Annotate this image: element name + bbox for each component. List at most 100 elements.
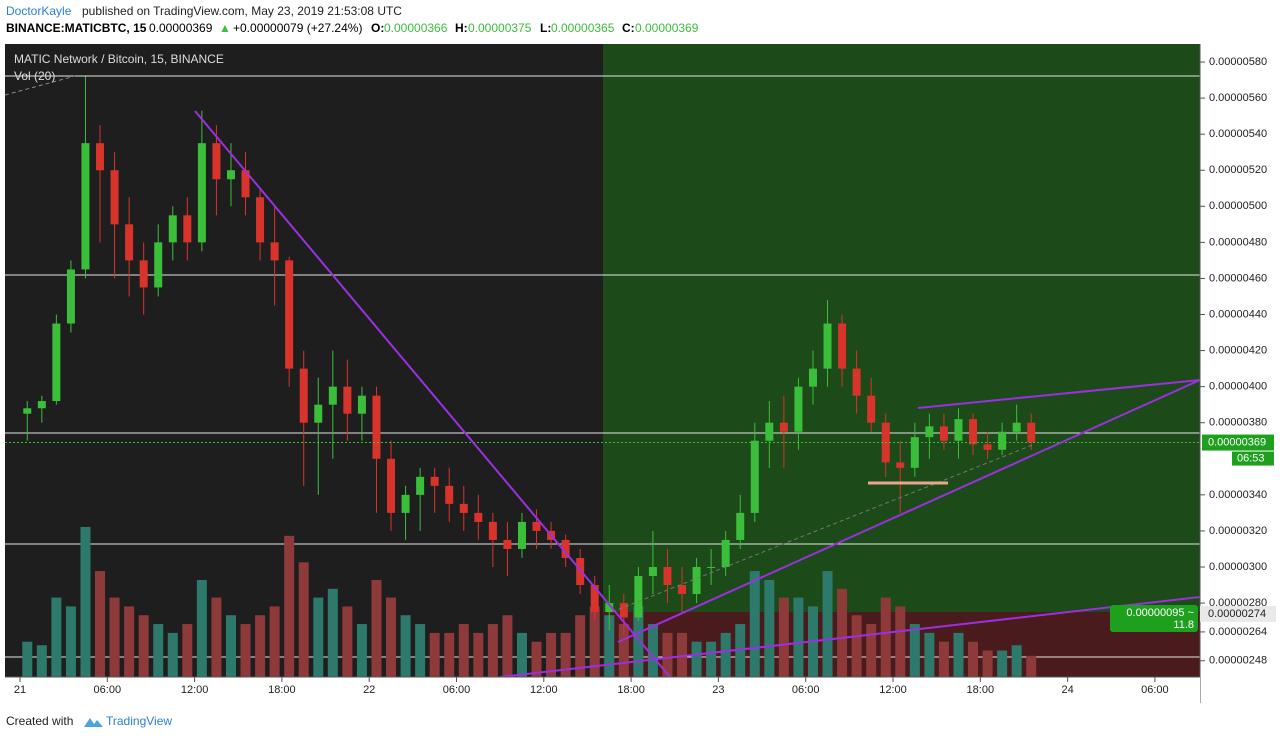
x-tick-label: 06:00 xyxy=(94,684,122,696)
volume-bar xyxy=(764,579,775,677)
target-box xyxy=(1200,605,1276,622)
candle-body xyxy=(66,269,75,324)
candle-body xyxy=(532,521,541,531)
volume-bar xyxy=(65,606,76,677)
volume-bar xyxy=(255,615,266,677)
trendline xyxy=(917,379,1201,409)
candle-body xyxy=(721,539,730,567)
volume-bar xyxy=(502,615,513,677)
y-tick-label: 0.00000248 xyxy=(1209,655,1267,667)
symbol-info: BINANCE:MATICBTC, 15 0.00000369 ▲ +0.000… xyxy=(6,21,699,35)
y-tick-label: 0.00000380 xyxy=(1209,417,1267,429)
volume-bar xyxy=(866,624,877,677)
volume-bar xyxy=(1026,655,1037,677)
x-tick-label: 06:00 xyxy=(1141,684,1169,696)
candle-body xyxy=(241,170,250,198)
target-zone xyxy=(603,44,1200,612)
candle-body xyxy=(765,422,774,441)
volume xyxy=(22,527,1037,677)
y-tick-label: 0.00000520 xyxy=(1209,164,1267,176)
x-tick-label: 22 xyxy=(363,684,375,696)
volume-bar xyxy=(924,632,935,677)
candle-body xyxy=(867,395,876,423)
candle-body xyxy=(139,260,148,288)
volume-bar xyxy=(225,615,236,677)
volume-bar xyxy=(982,650,993,677)
brand[interactable]: TradingView xyxy=(106,714,172,728)
author[interactable]: DoctorKayle xyxy=(6,4,72,18)
target-label: 0.00000274 xyxy=(1208,608,1266,620)
candles xyxy=(23,76,1036,636)
volume-bar xyxy=(909,624,920,677)
candle-body xyxy=(110,170,119,225)
candle-body xyxy=(808,368,817,387)
candle-body xyxy=(372,395,381,459)
x-tick-label: 06:00 xyxy=(443,684,471,696)
candle-body xyxy=(474,512,483,522)
candle-body xyxy=(1012,422,1021,432)
x-tick-label: 06:00 xyxy=(792,684,820,696)
volume-bar xyxy=(997,650,1008,677)
volume-bar xyxy=(298,562,309,677)
candle-body xyxy=(387,458,396,513)
volume-bar xyxy=(138,615,149,677)
volume-bar xyxy=(516,632,527,677)
price-box xyxy=(1202,434,1274,451)
volume-bar xyxy=(618,624,629,677)
volume-bar xyxy=(793,597,804,677)
candle-body xyxy=(939,426,948,441)
dashed-line xyxy=(4,75,76,96)
candle-body xyxy=(81,143,90,270)
volume-bar xyxy=(95,571,106,677)
volume-bar xyxy=(167,632,178,677)
volume-label: Vol (20) xyxy=(14,69,55,83)
measure-label: 0.00000095 ~ xyxy=(1126,607,1194,619)
candle-body xyxy=(998,431,1007,450)
volume-bar xyxy=(269,606,280,677)
candle-body xyxy=(678,585,687,595)
volume-bar xyxy=(124,606,135,677)
arrow: ▲ xyxy=(219,21,231,35)
candle-body xyxy=(299,368,308,423)
x-tick-label: 18:00 xyxy=(268,684,296,696)
volume-bar xyxy=(196,579,207,677)
candle-body xyxy=(226,170,235,180)
volume-bar xyxy=(851,615,862,677)
h-label: H: xyxy=(455,21,468,35)
y-tick-label: 0.00000480 xyxy=(1209,236,1267,248)
candle-body xyxy=(852,368,861,396)
trendline xyxy=(617,379,1201,643)
volume-bar xyxy=(677,632,688,677)
chart-title: MATIC Network / Bitcoin, 15, BINANCE xyxy=(14,52,224,66)
candle-body xyxy=(212,143,221,180)
measure-bars: 11.8 xyxy=(1173,619,1194,631)
o: 0.00000366 xyxy=(384,21,448,35)
y-tick-label: 0.00000560 xyxy=(1209,92,1267,104)
volume-bar xyxy=(444,632,455,677)
candle-body xyxy=(357,395,366,414)
volume-bar xyxy=(211,597,222,677)
candle-body xyxy=(925,426,934,438)
volume-bar xyxy=(968,641,979,677)
volume-bar xyxy=(822,571,833,677)
volume-bar xyxy=(837,588,848,677)
axes: 0.00000580 0.00000560 0.00000540 0.00000520… xyxy=(14,56,1267,696)
l: 0.00000365 xyxy=(551,21,615,35)
volume-bar xyxy=(22,641,33,677)
candle-body xyxy=(52,323,61,402)
volume-bar xyxy=(604,615,615,677)
volume-bar xyxy=(953,632,964,677)
logo xyxy=(84,718,103,727)
volume-bar xyxy=(51,597,62,677)
volume-bar xyxy=(342,606,353,677)
trendline xyxy=(194,110,671,678)
volume-bar xyxy=(313,597,324,677)
volume-bar xyxy=(356,624,367,677)
candle-body xyxy=(256,197,265,243)
volume-bar xyxy=(633,606,644,677)
price-labels: 0.00000369 06:53 0.00000274 xyxy=(1200,434,1276,622)
y-tick-label: 0.00000580 xyxy=(1209,56,1267,68)
trendlines xyxy=(194,110,1201,678)
countdown-box xyxy=(1232,451,1274,466)
dashed-line xyxy=(611,443,1036,613)
